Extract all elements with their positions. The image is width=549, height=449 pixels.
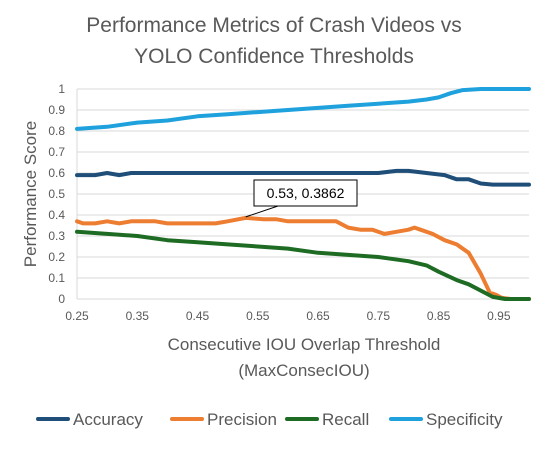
- y-tick-label: 0.6: [48, 166, 65, 180]
- x-axis-title-line-2: (MaxConsecIOU): [238, 361, 369, 380]
- y-tick-label: 0.9: [48, 103, 65, 117]
- y-tick-label: 0.1: [48, 271, 65, 285]
- x-tick-label: 0.55: [246, 309, 270, 323]
- callout-box: [253, 179, 358, 207]
- y-tick-label: 0.5: [48, 187, 65, 201]
- legend-label-recall: Recall: [322, 410, 369, 429]
- y-tick-label: 0.2: [48, 250, 65, 264]
- callout-leader-line: [245, 205, 279, 218]
- series-lines: [75, 87, 531, 301]
- x-tick-label: 0.65: [306, 309, 330, 323]
- x-tick-label: 0.35: [126, 309, 150, 323]
- callout-label: 0.53, 0.3862: [267, 185, 345, 201]
- data-callout: 0.53, 0.3862: [245, 179, 358, 218]
- y-tick-label: 1: [58, 82, 65, 96]
- y-tick-label: 0.7: [48, 145, 65, 159]
- chart-title-line-1: Performance Metrics of Crash Videos vs: [86, 14, 461, 37]
- y-tick-label: 0: [58, 292, 65, 306]
- y-tick-label: 0.3: [48, 229, 65, 243]
- series-line-accuracy: [75, 168, 531, 187]
- x-tick-label: 0.95: [487, 309, 511, 323]
- x-axis-title-line-1: Consecutive IOU Overlap Threshold: [168, 335, 441, 354]
- x-tick-label: 0.45: [186, 309, 210, 323]
- y-axis-title: Performance Score: [21, 121, 40, 267]
- x-tick-label: 0.25: [65, 309, 89, 323]
- legend-label-accuracy: Accuracy: [73, 410, 143, 429]
- chart-title-line-2: YOLO Confidence Thresholds: [134, 45, 414, 68]
- series-line-recall: [75, 229, 531, 301]
- axes: 0 0.1 0.2 0.3 0.4 0.5 0.6 0.7 0.8 0.9 1 0.25 0.35 0.4…: [48, 82, 529, 323]
- legend-label-specificity: Specificity: [426, 410, 503, 429]
- legend-label-precision: Precision: [207, 410, 277, 429]
- series-line-precision: [75, 215, 531, 301]
- series-line-specificity: [75, 87, 531, 131]
- y-tick-label: 0.4: [48, 208, 65, 222]
- x-tick-label: 0.85: [427, 309, 451, 323]
- x-tick-label: 0.75: [367, 309, 391, 323]
- y-tick-label: 0.8: [48, 124, 65, 138]
- legend: Accuracy Precision Recall Specificity: [36, 410, 503, 429]
